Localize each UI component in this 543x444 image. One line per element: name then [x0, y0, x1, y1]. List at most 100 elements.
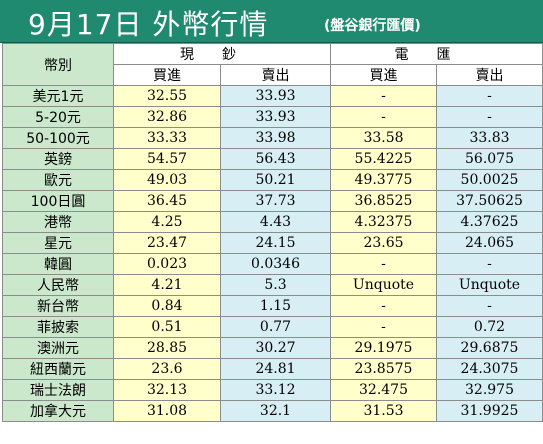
- tt-sell-rate: 0.72: [436, 316, 543, 338]
- cash-buy-rate: 28.85: [113, 337, 221, 359]
- cash-sell-rate: 1.15: [220, 295, 331, 317]
- table-row: 港幣 4.25 4.43 4.32375 4.37625: [2, 211, 543, 233]
- table-row: 100日圓 36.45 37.73 36.8525 37.50625: [2, 190, 543, 212]
- tt-buy-rate: -: [330, 106, 437, 128]
- tt-buy-rate: 36.8525: [330, 190, 437, 212]
- tt-sell-rate: 4.37625: [436, 211, 543, 233]
- currency-name: 5-20元: [2, 106, 114, 128]
- table-row: 星元 23.47 24.15 23.65 24.065: [2, 232, 543, 254]
- title-banner: 9月17日 外幣行情 (盤谷銀行匯價): [0, 0, 543, 43]
- tt-sell-rate: 32.975: [436, 379, 543, 401]
- tt-sell-rate: 33.83: [436, 127, 543, 149]
- cash-buy-rate: 23.47: [113, 232, 221, 254]
- cash-buy-rate: 33.33: [113, 127, 221, 149]
- tt-sell-rate: 37.50625: [436, 190, 543, 212]
- cash-buy-rate: 0.84: [113, 295, 221, 317]
- table-row: 瑞士法朗 32.13 33.12 32.475 32.975: [2, 379, 543, 401]
- cash-group-header: 現鈔: [113, 43, 331, 65]
- table-row: 人民幣 4.21 5.3 Unquote Unquote: [2, 274, 543, 296]
- currency-name: 星元: [2, 232, 114, 254]
- currency-name: 菲披索: [2, 316, 114, 338]
- table-row: 美元1元 32.55 33.93 - -: [2, 85, 543, 107]
- cash-buy-rate: 23.6: [113, 358, 221, 380]
- cash-sell-rate: 24.15: [220, 232, 331, 254]
- cash-sell-rate: 0.77: [220, 316, 331, 338]
- tt-sell-header: 賣出: [436, 64, 543, 86]
- table-row: 紐西蘭元 23.6 24.81 23.8575 24.3075: [2, 358, 543, 380]
- table-row: 菲披索 0.51 0.77 - 0.72: [2, 316, 543, 338]
- cash-sell-rate: 33.93: [220, 85, 331, 107]
- cash-sell-rate: 4.43: [220, 211, 331, 233]
- cash-buy-rate: 0.51: [113, 316, 221, 338]
- table-row: 歐元 49.03 50.21 49.3775 50.0025: [2, 169, 543, 191]
- cash-sell-rate: 37.73: [220, 190, 331, 212]
- tt-group-header: 電匯: [330, 43, 543, 65]
- currency-name: 韓圓: [2, 253, 114, 275]
- currency-name: 紐西蘭元: [2, 358, 114, 380]
- cash-buy-rate: 32.55: [113, 85, 221, 107]
- tt-sell-rate: 31.9925: [436, 400, 543, 422]
- tt-buy-rate: 23.65: [330, 232, 437, 254]
- tt-buy-rate: 4.32375: [330, 211, 437, 233]
- cash-sell-rate: 33.12: [220, 379, 331, 401]
- tt-buy-rate: 33.58: [330, 127, 437, 149]
- tt-sell-rate: 24.065: [436, 232, 543, 254]
- tt-buy-header: 買進: [330, 64, 437, 86]
- tt-buy-rate: -: [330, 253, 437, 275]
- cash-sell-rate: 30.27: [220, 337, 331, 359]
- cash-buy-rate: 0.023: [113, 253, 221, 275]
- table-row: 澳洲元 28.85 30.27 29.1975 29.6875: [2, 337, 543, 359]
- tt-buy-rate: 32.475: [330, 379, 437, 401]
- cash-buy-rate: 32.13: [113, 379, 221, 401]
- tt-buy-rate: 31.53: [330, 400, 437, 422]
- tt-sell-rate: Unquote: [436, 274, 543, 296]
- cash-buy-rate: 36.45: [113, 190, 221, 212]
- tt-buy-rate: 29.1975: [330, 337, 437, 359]
- exchange-rate-table: 幣別 現鈔 電匯 買進 賣出 買進 賣出 美元1元 32.55 33.93 - …: [2, 43, 543, 422]
- table-row: 韓圓 0.023 0.0346 - -: [2, 253, 543, 275]
- cash-buy-rate: 32.86: [113, 106, 221, 128]
- cash-buy-rate: 31.08: [113, 400, 221, 422]
- tt-sell-rate: -: [436, 106, 543, 128]
- tt-buy-rate: -: [330, 316, 437, 338]
- table-row: 英鎊 54.57 56.43 55.4225 56.075: [2, 148, 543, 170]
- cash-buy-rate: 4.25: [113, 211, 221, 233]
- cash-sell-rate: 33.98: [220, 127, 331, 149]
- cash-buy-rate: 49.03: [113, 169, 221, 191]
- cash-sell-rate: 0.0346: [220, 253, 331, 275]
- table-row: 加拿大元 31.08 32.1 31.53 31.9925: [2, 400, 543, 422]
- tt-sell-rate: -: [436, 85, 543, 107]
- tt-buy-rate: 55.4225: [330, 148, 437, 170]
- header-row-sub: 買進 賣出 買進 賣出: [3, 64, 543, 86]
- currency-name: 英鎊: [2, 148, 114, 170]
- tt-buy-rate: Unquote: [330, 274, 437, 296]
- table-row: 5-20元 32.86 33.93 - -: [2, 106, 543, 128]
- tt-buy-rate: 49.3775: [330, 169, 437, 191]
- tt-sell-rate: -: [436, 295, 543, 317]
- cash-sell-rate: 5.3: [220, 274, 331, 296]
- cash-buy-rate: 54.57: [113, 148, 221, 170]
- currency-name: 新台幣: [2, 295, 114, 317]
- currency-name: 50-100元: [2, 127, 114, 149]
- tt-sell-rate: 29.6875: [436, 337, 543, 359]
- tt-buy-rate: 23.8575: [330, 358, 437, 380]
- tt-sell-rate: -: [436, 253, 543, 275]
- table-row: 新台幣 0.84 1.15 - -: [2, 295, 543, 317]
- cash-sell-rate: 33.93: [220, 106, 331, 128]
- tt-sell-rate: 24.3075: [436, 358, 543, 380]
- currency-name: 100日圓: [2, 190, 114, 212]
- cash-buy-rate: 4.21: [113, 274, 221, 296]
- bank-source-label: (盤谷銀行匯價): [324, 18, 421, 34]
- tt-buy-rate: -: [330, 295, 437, 317]
- currency-name: 澳洲元: [2, 337, 114, 359]
- currency-name: 瑞士法朗: [2, 379, 114, 401]
- cash-sell-header: 賣出: [220, 64, 331, 86]
- tt-sell-rate: 50.0025: [436, 169, 543, 191]
- cash-buy-header: 買進: [113, 64, 221, 86]
- header-row-group: 幣別 現鈔 電匯: [2, 43, 543, 86]
- cash-sell-rate: 32.1: [220, 400, 331, 422]
- cash-sell-rate: 50.21: [220, 169, 331, 191]
- tt-sell-rate: 56.075: [436, 148, 543, 170]
- page-title: 9月17日 外幣行情: [28, 8, 269, 41]
